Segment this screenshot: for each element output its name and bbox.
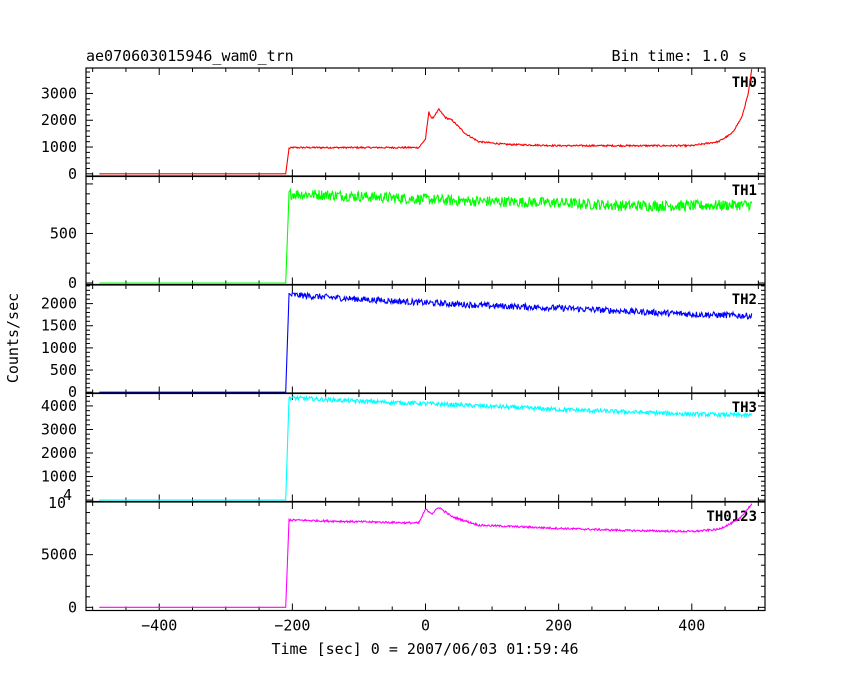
x-tick-label: 400 xyxy=(678,617,705,635)
y-tick-label: 5000 xyxy=(41,546,77,564)
panel-label-th2: TH2 xyxy=(732,292,757,308)
panel-frame-th0123 xyxy=(85,501,766,612)
chart-title-right: Bin time: 1.0 s xyxy=(612,47,747,65)
y-tick-exponent: 4 xyxy=(63,486,72,504)
y-tick-label: 0 xyxy=(68,383,77,401)
y-tick-label: 2000 xyxy=(41,295,77,313)
chart-title-left: ae070603015946_wam0_trn xyxy=(86,47,294,65)
x-tick-label: −200 xyxy=(274,617,310,635)
panel-label-th3: TH3 xyxy=(732,400,757,416)
y-tick-label: 3000 xyxy=(41,420,77,438)
series-line-th3 xyxy=(99,394,753,501)
y-tick-label: 3000 xyxy=(41,84,77,102)
panel-label-th0: TH0 xyxy=(732,75,757,91)
y-tick-label: 1500 xyxy=(41,317,77,335)
series-line-th2 xyxy=(99,291,753,393)
y-tick-label: 2000 xyxy=(41,111,77,129)
x-tick-label: −400 xyxy=(141,617,177,635)
y-tick-label: 500 xyxy=(50,361,77,379)
y-tick-label: 1000 xyxy=(41,468,77,486)
y-tick-label: 10 xyxy=(48,494,66,512)
x-axis-title: Time [sec] 0 = 2007/06/03 01:59:46 xyxy=(271,640,578,658)
series-line-th0 xyxy=(99,68,753,175)
y-tick-label: 0 xyxy=(68,598,77,616)
y-tick-label: 2000 xyxy=(41,444,77,462)
y-axis-title: Counts/sec xyxy=(4,293,22,383)
y-tick-label: 4000 xyxy=(41,397,77,415)
y-tick-label: 0 xyxy=(68,165,77,183)
series-line-th0123 xyxy=(99,503,753,608)
panel-frame-th0 xyxy=(85,67,766,178)
panel-frame-th3 xyxy=(85,392,766,503)
y-tick-label: 500 xyxy=(50,224,77,242)
series-line-th1 xyxy=(99,187,753,284)
panel-label-th1: TH1 xyxy=(732,183,757,199)
panel-frame-th1 xyxy=(85,175,766,286)
y-tick-label: 0 xyxy=(68,274,77,292)
y-tick-label: 1000 xyxy=(41,138,77,156)
x-tick-label: 0 xyxy=(421,617,430,635)
y-tick-label: 1000 xyxy=(41,339,77,357)
x-tick-label: 200 xyxy=(545,617,572,635)
